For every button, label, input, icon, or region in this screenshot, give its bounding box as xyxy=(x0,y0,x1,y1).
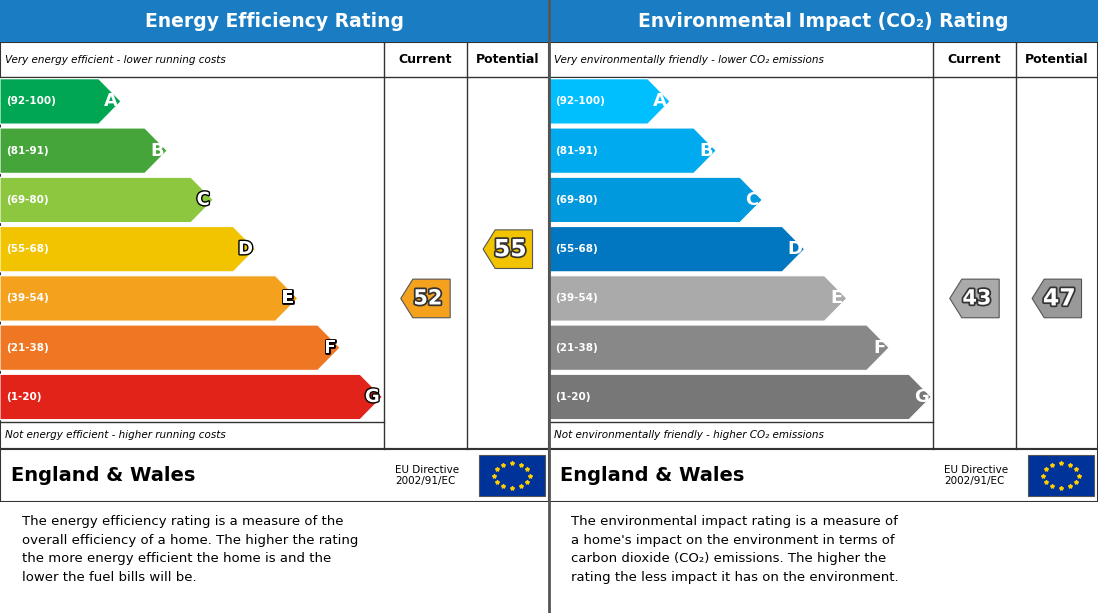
Polygon shape xyxy=(483,230,533,268)
Polygon shape xyxy=(549,177,762,223)
Text: D: D xyxy=(238,240,253,258)
Text: B: B xyxy=(150,142,164,159)
Polygon shape xyxy=(0,78,121,124)
Polygon shape xyxy=(549,227,805,272)
Bar xyxy=(1028,455,1094,497)
Polygon shape xyxy=(549,128,716,173)
Polygon shape xyxy=(0,325,340,370)
Bar xyxy=(0,42,549,449)
Polygon shape xyxy=(549,375,931,420)
Bar xyxy=(0,449,549,502)
Text: (92-100): (92-100) xyxy=(7,96,56,107)
Text: Environmental Impact (CO₂) Rating: Environmental Impact (CO₂) Rating xyxy=(638,12,1009,31)
Text: (39-54): (39-54) xyxy=(556,294,598,303)
Polygon shape xyxy=(549,325,889,370)
Text: C: C xyxy=(746,191,759,209)
Text: (55-68): (55-68) xyxy=(7,244,49,254)
Text: D: D xyxy=(787,240,802,258)
Polygon shape xyxy=(0,177,213,223)
Bar xyxy=(479,455,545,497)
Text: Current: Current xyxy=(948,53,1001,66)
Text: (1-20): (1-20) xyxy=(7,392,42,402)
Text: E: E xyxy=(831,289,843,308)
Text: C: C xyxy=(197,191,210,209)
Text: B: B xyxy=(699,142,713,159)
Text: G: G xyxy=(914,388,929,406)
Text: Current: Current xyxy=(399,53,452,66)
Polygon shape xyxy=(0,128,167,173)
Text: Energy Efficiency Rating: Energy Efficiency Rating xyxy=(145,12,404,31)
Polygon shape xyxy=(401,279,450,318)
Text: F: F xyxy=(873,339,885,357)
Text: (69-80): (69-80) xyxy=(556,195,598,205)
Text: EU Directive
2002/91/EC: EU Directive 2002/91/EC xyxy=(395,465,459,486)
Text: 52: 52 xyxy=(413,289,442,308)
Text: Very energy efficient - lower running costs: Very energy efficient - lower running co… xyxy=(5,55,226,64)
Text: Potential: Potential xyxy=(477,53,539,66)
Text: (92-100): (92-100) xyxy=(556,96,605,107)
Text: (69-80): (69-80) xyxy=(7,195,49,205)
Text: (55-68): (55-68) xyxy=(556,244,598,254)
Bar xyxy=(549,42,1098,449)
Polygon shape xyxy=(549,78,670,124)
Text: Not environmentally friendly - higher CO₂ emissions: Not environmentally friendly - higher CO… xyxy=(554,430,825,440)
Text: 47: 47 xyxy=(1043,286,1076,310)
Text: G: G xyxy=(365,388,380,406)
Text: The environmental impact rating is a measure of
a home's impact on the environme: The environmental impact rating is a mea… xyxy=(571,516,898,584)
Text: E: E xyxy=(282,289,294,308)
Text: Not energy efficient - higher running costs: Not energy efficient - higher running co… xyxy=(5,430,226,440)
Polygon shape xyxy=(549,276,847,321)
Text: The energy efficiency rating is a measure of the
overall efficiency of a home. T: The energy efficiency rating is a measur… xyxy=(22,516,358,584)
Text: F: F xyxy=(324,339,336,357)
Polygon shape xyxy=(950,279,999,318)
Text: (81-91): (81-91) xyxy=(7,146,49,156)
Polygon shape xyxy=(0,276,298,321)
Text: 43: 43 xyxy=(963,289,991,308)
Polygon shape xyxy=(1032,279,1082,318)
Bar xyxy=(549,449,1098,502)
Text: A: A xyxy=(653,93,666,110)
Polygon shape xyxy=(0,375,382,420)
Text: (21-38): (21-38) xyxy=(556,343,598,352)
Text: Very environmentally friendly - lower CO₂ emissions: Very environmentally friendly - lower CO… xyxy=(554,55,825,64)
Text: (39-54): (39-54) xyxy=(7,294,49,303)
Text: England & Wales: England & Wales xyxy=(560,466,744,485)
Text: EU Directive
2002/91/EC: EU Directive 2002/91/EC xyxy=(944,465,1008,486)
Text: 55: 55 xyxy=(494,237,527,261)
Polygon shape xyxy=(0,227,256,272)
Text: Potential: Potential xyxy=(1026,53,1088,66)
Text: A: A xyxy=(104,93,117,110)
Text: (21-38): (21-38) xyxy=(7,343,49,352)
Text: (1-20): (1-20) xyxy=(556,392,591,402)
Text: (81-91): (81-91) xyxy=(556,146,598,156)
Text: England & Wales: England & Wales xyxy=(11,466,195,485)
